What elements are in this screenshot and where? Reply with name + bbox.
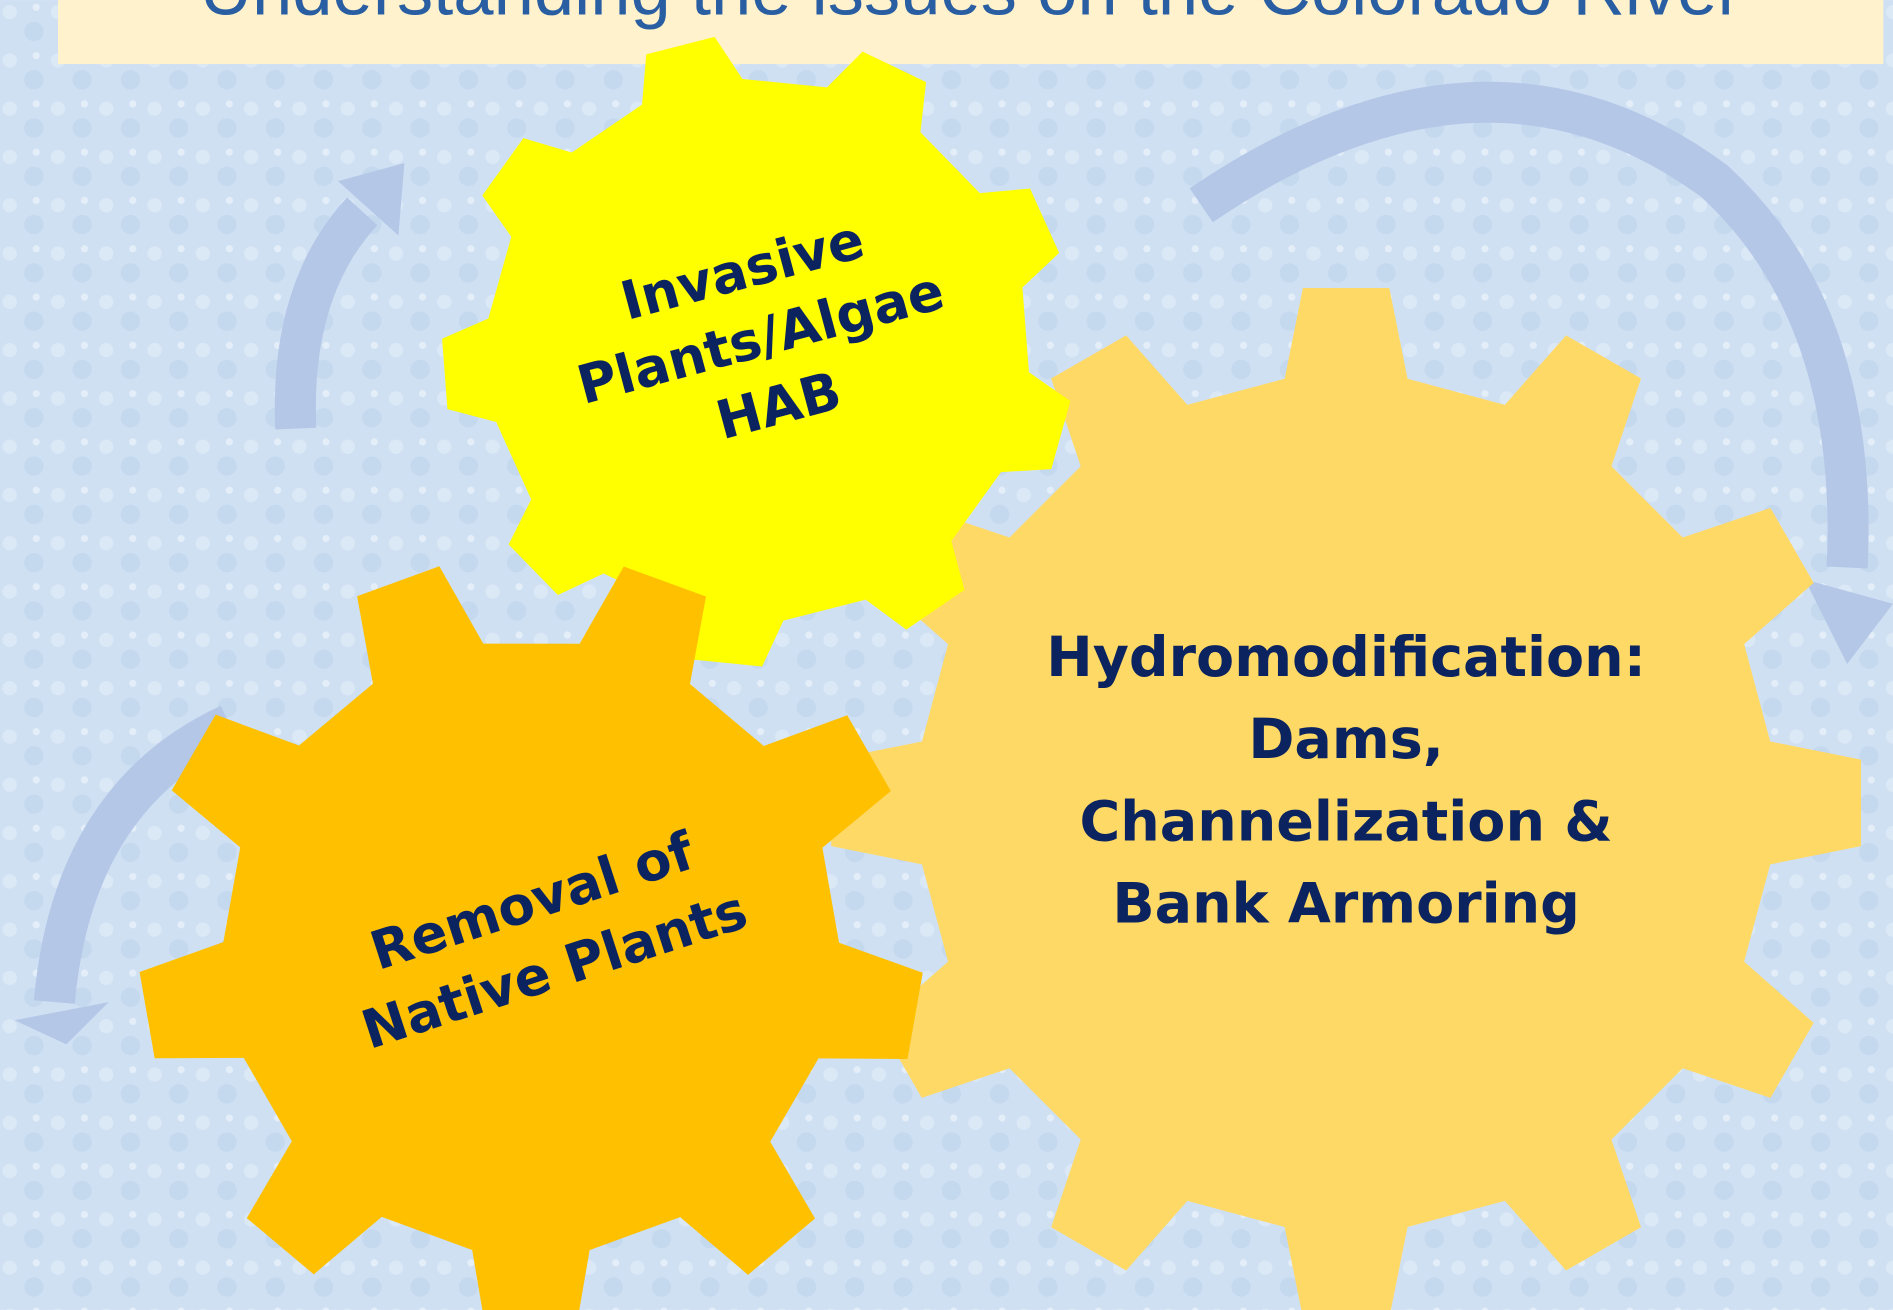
arrowhead [338,163,405,236]
arrow [33,705,239,1004]
gear [442,36,1071,667]
arrow [274,197,378,430]
arrows [33,81,1869,1004]
label-line: Channelization & [1079,789,1612,854]
arrowhead [1804,579,1893,665]
label-line: Bank Armoring [1112,871,1580,936]
arrow [1189,81,1869,569]
gear-label: Hydromodification: Dams, Channelization & B… [1046,625,1646,936]
label-line: Hydromodification: [1046,625,1646,690]
title: Understanding the issues on the Colorado… [200,0,1742,31]
label-line: Dams, [1248,707,1444,772]
gear [139,566,923,1310]
arrowhead [14,1002,109,1045]
title-box [57,0,1884,65]
arrowheads [14,163,1893,1045]
gear [831,287,1862,1310]
